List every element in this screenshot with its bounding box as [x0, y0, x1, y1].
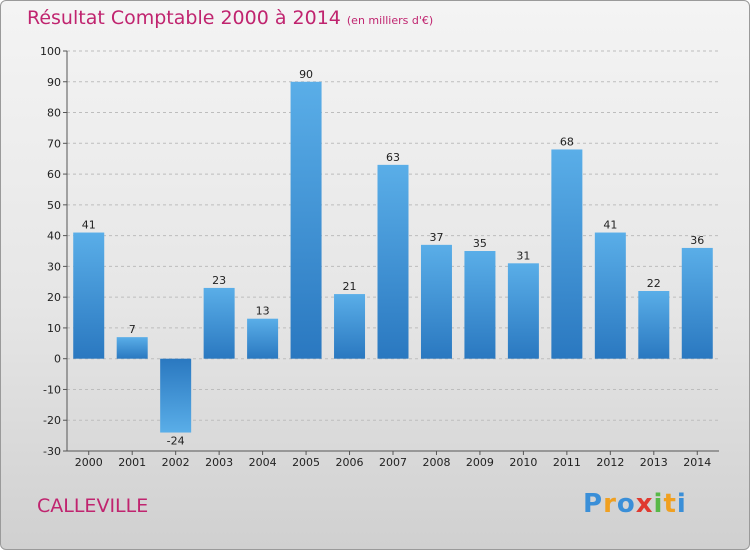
x-tick-label: 2000	[75, 456, 103, 469]
y-tick-label: 20	[47, 291, 61, 304]
bar	[420, 244, 452, 359]
data-label: 68	[560, 135, 574, 148]
x-tick-label: 2004	[249, 456, 277, 469]
x-tick-label: 2007	[379, 456, 407, 469]
data-label: 13	[256, 305, 270, 318]
data-label: 41	[603, 219, 617, 232]
bar	[507, 263, 539, 359]
bar	[290, 81, 322, 359]
x-tick-label: 2006	[336, 456, 364, 469]
chart-title-text: Résultat Comptable 2000 à 2014	[27, 7, 341, 29]
bar	[594, 232, 626, 359]
logo-letter: r	[603, 489, 617, 519]
x-tick-label: 2012	[596, 456, 624, 469]
proxiti-logo[interactable]: Proxiti	[583, 489, 687, 519]
bar	[638, 291, 670, 359]
chart-subtitle: (en milliers d'€)	[346, 14, 434, 27]
x-tick-labels: 2000 2001 2002 2003 2004 2005 2006 2007 2008 2009…	[75, 451, 711, 469]
bar	[681, 247, 713, 359]
y-tick-label: 90	[47, 76, 61, 89]
bar	[334, 294, 366, 359]
y-tick-label: -20	[43, 414, 61, 427]
x-tick-label: 2009	[466, 456, 494, 469]
bars	[73, 81, 713, 433]
y-tick-label: 70	[47, 137, 61, 150]
y-tick-label: 60	[47, 168, 61, 181]
x-tick-label: 2005	[292, 456, 320, 469]
data-label: 23	[212, 274, 226, 287]
data-label: 7	[129, 323, 136, 336]
logo-letter: o	[616, 489, 636, 519]
data-label: 36	[690, 234, 704, 247]
bar	[203, 287, 235, 359]
bar	[377, 164, 409, 359]
logo-letter: P	[583, 489, 604, 519]
bar	[160, 358, 192, 433]
logo-letter: i	[676, 489, 687, 519]
data-label: 21	[343, 280, 357, 293]
bar	[116, 337, 148, 359]
data-label: 35	[473, 237, 487, 250]
x-tick-label: 2014	[683, 456, 711, 469]
x-tick-label: 2010	[509, 456, 537, 469]
logo-letter: t	[663, 489, 677, 519]
y-tick-label: 50	[47, 199, 61, 212]
data-label: -24	[167, 435, 185, 448]
y-tick-label: 0	[54, 353, 61, 366]
x-tick-label: 2011	[553, 456, 581, 469]
x-tick-label: 2013	[640, 456, 668, 469]
y-tick-label: 30	[47, 260, 61, 273]
bar	[464, 251, 496, 359]
bar	[247, 318, 279, 359]
x-tick-label: 2003	[205, 456, 233, 469]
data-labels: 41 7 -24 23 13 90 21 63 37 35 31 68 41 22 36	[82, 68, 705, 448]
y-tick-label: 40	[47, 230, 61, 243]
y-tick-label: 100	[40, 45, 61, 58]
bar	[551, 149, 583, 359]
logo-letter: x	[635, 489, 654, 519]
data-label: 37	[429, 231, 443, 244]
commune-name: CALLEVILLE	[37, 495, 149, 517]
x-tick-label: 2008	[422, 456, 450, 469]
y-tick-label: 80	[47, 107, 61, 120]
logo-letter: i	[653, 489, 664, 519]
chart-title: Résultat Comptable 2000 à 2014 (en millie…	[27, 7, 433, 29]
y-tick-label: 10	[47, 322, 61, 335]
data-label: 22	[647, 277, 661, 290]
x-tick-label: 2002	[162, 456, 190, 469]
data-label: 90	[299, 68, 313, 81]
y-tick-label: -10	[43, 383, 61, 396]
x-tick-label: 2001	[118, 456, 146, 469]
y-tick-label: -30	[43, 445, 61, 458]
data-label: 63	[386, 151, 400, 164]
data-label: 41	[82, 219, 96, 232]
bar	[73, 232, 105, 359]
data-label: 31	[516, 249, 530, 262]
